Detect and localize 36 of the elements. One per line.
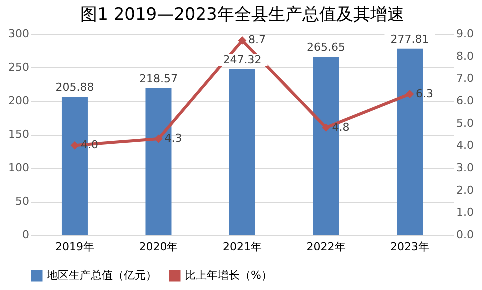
y2-tick-label: 1.0 bbox=[456, 206, 474, 220]
y-tick-label: 100 bbox=[8, 162, 30, 174]
bar bbox=[230, 69, 256, 235]
y-tick-label: 50 bbox=[16, 195, 30, 208]
y2-tick-label: 0.0 bbox=[456, 228, 474, 242]
x-tick-label: 2023年 bbox=[390, 240, 430, 254]
y2-tick-label: 4.0 bbox=[456, 139, 474, 152]
chart-title: 图1 2019—2023年全县生产总值及其增速 bbox=[80, 5, 404, 25]
y2-tick-label: 9.0 bbox=[456, 28, 474, 40]
data-label: 247.32 bbox=[223, 53, 262, 66]
y2-tick-label: 3.0 bbox=[456, 162, 474, 174]
point bbox=[406, 90, 414, 98]
y-tick-label: 150 bbox=[8, 128, 30, 141]
y-tick-label: 0 bbox=[22, 228, 30, 242]
data-label: 265.65 bbox=[307, 41, 346, 54]
y2-tick-label: 8.0 bbox=[456, 50, 474, 63]
y-tick-label: 250 bbox=[8, 61, 30, 74]
point bbox=[154, 134, 163, 144]
x-tick-label: 2022年 bbox=[306, 240, 346, 254]
y2-tick-label: 6.0 bbox=[456, 94, 474, 108]
y2-tick-label: 5.0 bbox=[456, 116, 474, 130]
x-tick-label: 2020年 bbox=[139, 240, 178, 254]
x-tick-label: 2019年 bbox=[55, 240, 94, 254]
y-tick-label: 200 bbox=[8, 94, 30, 108]
data-label: 205.88 bbox=[56, 81, 94, 94]
y2-tick-label: 2.0 bbox=[456, 184, 474, 197]
y2-tick-label: 7.0 bbox=[456, 72, 474, 86]
x-tick-label: 2021年 bbox=[223, 240, 262, 254]
legend-label: 地区生产总值（亿元） bbox=[46, 269, 157, 282]
data-label: 277.81 bbox=[390, 32, 430, 46]
y-tick-label: 300 bbox=[8, 28, 30, 40]
point bbox=[238, 36, 247, 45]
data-label: 8.7 bbox=[248, 34, 266, 47]
legend-label: 比上年增长（%） bbox=[185, 269, 272, 282]
point bbox=[322, 124, 330, 132]
data-label: 218.57 bbox=[139, 72, 178, 86]
